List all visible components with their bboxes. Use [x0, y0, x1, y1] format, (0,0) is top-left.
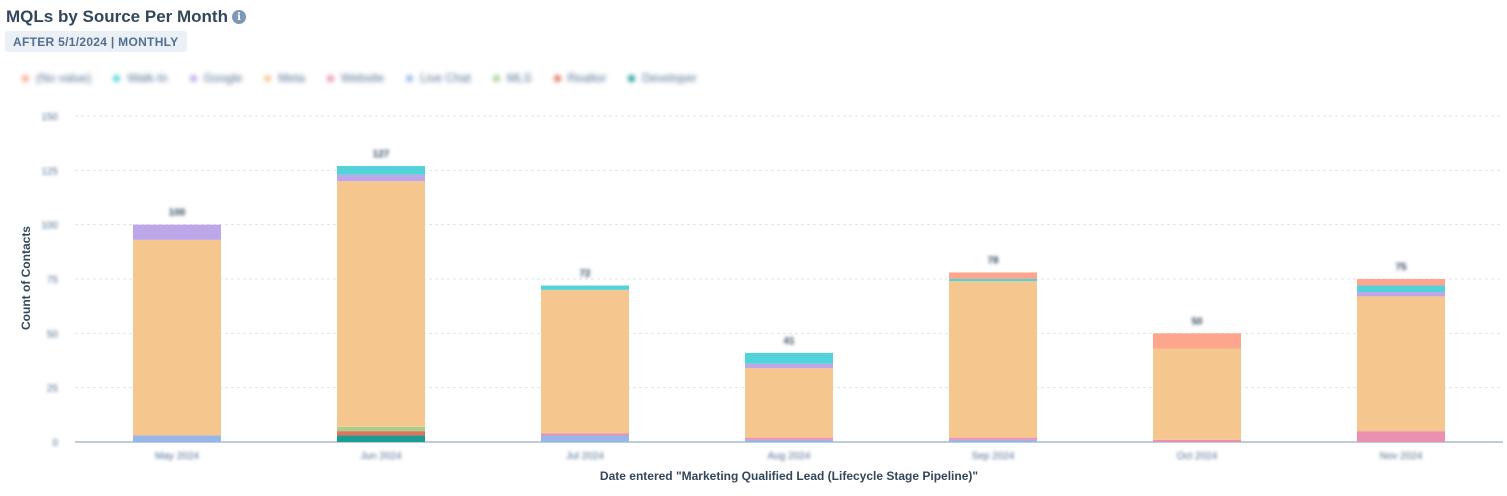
- legend-item[interactable]: Developer: [628, 71, 697, 85]
- legend-label: Developer: [642, 71, 697, 85]
- bar-segment: [949, 281, 1037, 438]
- legend-label: Google: [203, 71, 243, 85]
- y-tick-label: 150: [41, 112, 58, 123]
- y-tick-label: 75: [47, 275, 59, 286]
- bar-segment: [949, 437, 1037, 440]
- bar-segment: [337, 181, 425, 427]
- legend-item[interactable]: Walk-In: [113, 71, 168, 85]
- legend-swatch: [22, 74, 29, 82]
- bar-segment: [1357, 431, 1445, 442]
- legend-label: (No value): [36, 71, 92, 85]
- legend-swatch: [326, 74, 334, 82]
- bar-segment: [133, 239, 221, 436]
- y-tick-label: 100: [41, 221, 58, 232]
- legend-swatch: [492, 74, 500, 82]
- bar-total-label: 72: [579, 269, 591, 280]
- bar-segment: [949, 439, 1037, 442]
- bar-segment: [745, 352, 833, 364]
- x-tick-label: Sep 2024: [972, 451, 1015, 462]
- bar-segment: [1357, 292, 1445, 297]
- chart-title-row: MQLs by Source Per Month i: [6, 7, 246, 27]
- bar-segment: [949, 272, 1037, 279]
- legend-swatch: [553, 74, 561, 82]
- y-axis-title: Count of Contacts: [19, 226, 33, 330]
- legend-item[interactable]: Website: [326, 71, 385, 85]
- bar-segment: [1153, 333, 1241, 349]
- legend-label: MLS: [506, 71, 532, 85]
- legend-label: Walk-In: [127, 71, 168, 85]
- legend-item[interactable]: (No value): [22, 71, 91, 85]
- x-tick-label: Jun 2024: [360, 451, 402, 462]
- bar-segment: [1357, 296, 1445, 432]
- y-tick-label: 50: [47, 329, 59, 340]
- legend-item[interactable]: MLS: [492, 71, 532, 85]
- bar-segment: [541, 433, 629, 436]
- legend-swatch: [189, 74, 197, 82]
- bar-segment: [1153, 348, 1241, 440]
- bar-total-label: 75: [1395, 262, 1407, 273]
- legend-swatch: [628, 74, 636, 82]
- filter-badge: AFTER 5/1/2024 | MONTHLY: [5, 31, 187, 52]
- bar-segment: [133, 224, 221, 240]
- bar-total-label: 78: [987, 255, 999, 266]
- bar-segment: [745, 437, 833, 440]
- legend-label: Live Chat: [420, 71, 471, 85]
- bar-segment: [133, 435, 221, 442]
- legend-label: Realtor: [567, 71, 607, 85]
- bar-segment: [337, 431, 425, 436]
- legend-item[interactable]: Google: [189, 71, 243, 85]
- x-tick-label: Aug 2024: [768, 451, 811, 462]
- bar-segment: [745, 368, 833, 438]
- bar-segment: [1153, 439, 1241, 442]
- bar-segment: [745, 363, 833, 369]
- bar-segment: [337, 165, 425, 175]
- legend-swatch: [264, 74, 272, 82]
- bar-segment: [541, 289, 629, 434]
- legend-item[interactable]: Realtor: [553, 71, 607, 85]
- chart-title: MQLs by Source Per Month: [6, 7, 228, 26]
- legend-label: Meta: [278, 71, 305, 85]
- y-tick-label: 25: [47, 384, 59, 395]
- x-tick-label: Jul 2024: [566, 451, 604, 462]
- bar-total-label: 50: [1191, 316, 1203, 327]
- chart-legend: (No value) Walk-In Google Meta Website Live C…: [22, 71, 697, 85]
- legend-label: Website: [340, 71, 385, 85]
- x-tick-label: May 2024: [155, 451, 199, 462]
- x-tick-label: Nov 2024: [1380, 451, 1423, 462]
- bar-total-label: 100: [169, 208, 186, 219]
- legend-swatch: [406, 74, 414, 82]
- x-axis-title: Date entered "Marketing Qualified Lead (…: [599, 469, 979, 483]
- y-tick-label: 0: [52, 438, 58, 449]
- x-tick-label: Oct 2024: [1177, 451, 1218, 462]
- bar-total-label: 41: [783, 336, 795, 347]
- y-tick-label: 125: [41, 166, 58, 177]
- legend-swatch: [113, 74, 121, 82]
- bar-segment: [745, 439, 833, 442]
- legend-item[interactable]: Live Chat: [406, 71, 471, 85]
- bar-segment: [337, 435, 425, 442]
- bar-segment: [337, 426, 425, 432]
- bar-total-label: 127: [373, 149, 390, 160]
- bar-segment: [541, 435, 629, 442]
- bar-segment: [541, 285, 629, 290]
- bar-segment: [337, 174, 425, 182]
- bar-segment: [1357, 285, 1445, 293]
- bar-segment: [1357, 279, 1445, 286]
- legend-item[interactable]: Meta: [264, 71, 305, 85]
- info-icon[interactable]: i: [231, 10, 246, 24]
- bar-segment: [949, 279, 1037, 282]
